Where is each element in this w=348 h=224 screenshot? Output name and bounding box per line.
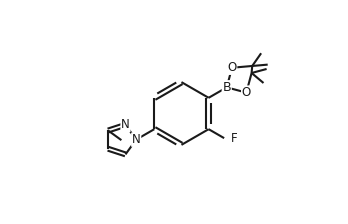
Text: O: O bbox=[227, 61, 237, 74]
Text: O: O bbox=[242, 86, 251, 99]
Text: N: N bbox=[132, 133, 141, 146]
Text: N: N bbox=[121, 118, 130, 131]
Text: F: F bbox=[231, 132, 237, 145]
Text: B: B bbox=[222, 81, 231, 94]
